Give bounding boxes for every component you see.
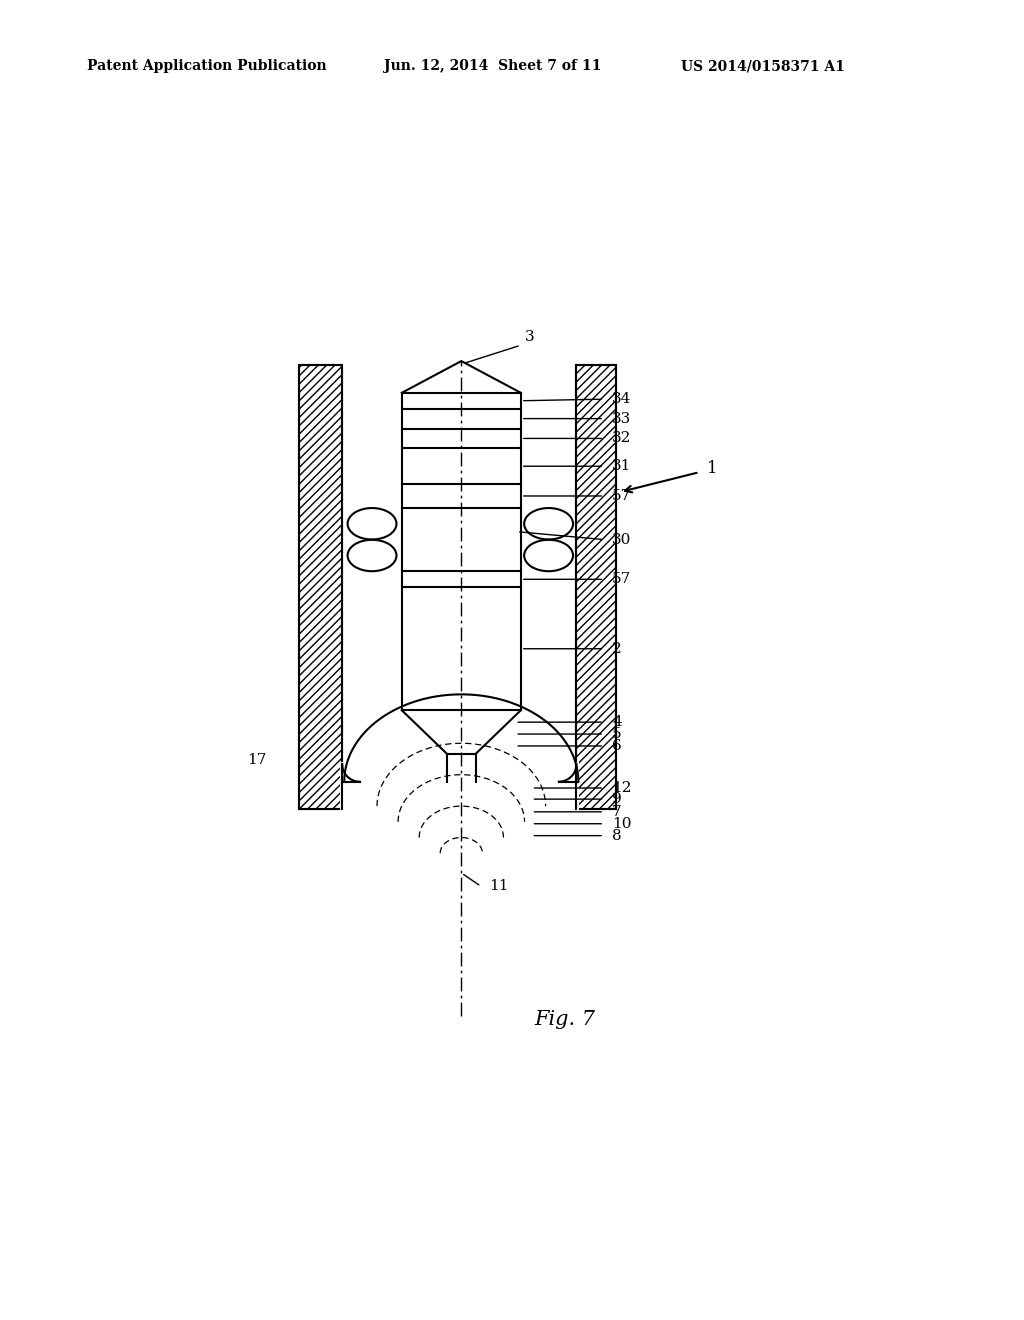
Text: 4: 4 bbox=[612, 715, 622, 729]
Text: 57: 57 bbox=[612, 488, 632, 503]
Text: Patent Application Publication: Patent Application Publication bbox=[87, 59, 327, 74]
Bar bbox=[577, 366, 616, 809]
Text: 12: 12 bbox=[612, 781, 632, 795]
Text: 1: 1 bbox=[708, 459, 718, 477]
Text: Jun. 12, 2014  Sheet 7 of 11: Jun. 12, 2014 Sheet 7 of 11 bbox=[384, 59, 601, 74]
Bar bbox=[299, 366, 342, 809]
Text: 9: 9 bbox=[612, 792, 622, 807]
Text: 33: 33 bbox=[612, 412, 632, 425]
Text: 2: 2 bbox=[612, 642, 622, 656]
Text: 8: 8 bbox=[612, 829, 622, 842]
Text: 3: 3 bbox=[524, 330, 535, 343]
Text: 6: 6 bbox=[612, 739, 622, 752]
Text: 11: 11 bbox=[489, 879, 509, 894]
Text: US 2014/0158371 A1: US 2014/0158371 A1 bbox=[681, 59, 845, 74]
Text: 10: 10 bbox=[612, 817, 632, 830]
Text: 7: 7 bbox=[612, 805, 622, 818]
Text: 34: 34 bbox=[612, 392, 632, 407]
Text: 30: 30 bbox=[612, 533, 632, 546]
Text: Fig. 7: Fig. 7 bbox=[534, 1010, 595, 1030]
Text: 5: 5 bbox=[612, 727, 622, 741]
Bar bbox=[299, 366, 342, 809]
Text: 57: 57 bbox=[612, 573, 632, 586]
Text: 17: 17 bbox=[248, 754, 267, 767]
Bar bbox=[577, 366, 616, 809]
Text: 32: 32 bbox=[612, 432, 632, 445]
Text: 31: 31 bbox=[612, 459, 632, 473]
